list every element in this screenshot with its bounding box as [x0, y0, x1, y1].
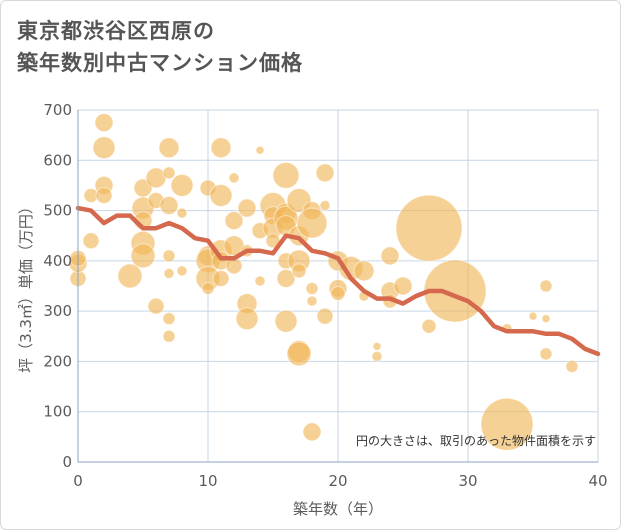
data-bubble	[302, 422, 322, 442]
data-bubble	[158, 137, 180, 159]
data-bubble	[176, 207, 188, 219]
data-bubble	[480, 397, 534, 451]
data-bubble	[528, 311, 538, 321]
y-tick-label: 200	[43, 352, 72, 370]
y-tick-label: 700	[43, 101, 72, 119]
x-tick-label: 0	[73, 472, 83, 490]
data-bubble	[330, 286, 346, 302]
data-bubble	[316, 307, 334, 325]
data-bubble	[201, 282, 215, 296]
data-bubble	[210, 137, 232, 159]
data-bubble	[237, 198, 257, 218]
data-bubble	[170, 173, 194, 197]
chart-title: 東京都渋谷区西原の 築年数別中古マンション価格	[17, 15, 303, 79]
y-tick-label: 600	[43, 151, 72, 169]
trend-line	[75, 205, 601, 357]
y-tick-label: 100	[43, 403, 72, 421]
data-bubble	[130, 243, 156, 269]
data-bubble	[541, 314, 551, 324]
y-tick-label: 400	[43, 252, 72, 270]
data-bubble	[235, 307, 259, 331]
x-tick-label: 20	[328, 472, 347, 490]
data-bubble	[209, 183, 233, 207]
data-bubble	[353, 260, 375, 282]
data-bubble	[274, 309, 298, 333]
data-bubble	[395, 194, 463, 262]
y-tick-label: 300	[43, 302, 72, 320]
data-bubble	[380, 246, 400, 266]
data-bubble	[224, 211, 244, 231]
data-bubble	[254, 275, 266, 287]
data-bubble	[372, 341, 382, 351]
data-bubble	[421, 318, 437, 334]
y-axis-label: 坪（3.3㎡）単価（万円）	[17, 199, 35, 373]
data-bubble	[371, 350, 383, 362]
y-tick-label: 500	[43, 202, 72, 220]
data-bubble	[117, 263, 143, 289]
data-bubble	[162, 249, 176, 263]
data-bubble	[159, 196, 179, 216]
data-bubble	[539, 279, 553, 293]
chart-title-line-2: 築年数別中古マンション価格	[17, 51, 303, 75]
x-tick-label: 40	[588, 472, 607, 490]
data-bubble	[255, 145, 265, 155]
data-bubble	[306, 295, 318, 307]
data-bubble	[163, 267, 175, 279]
data-bubble	[319, 200, 331, 212]
data-bubble	[147, 297, 165, 315]
bubble-size-note: 円の大きさは、取引のあった物件面積を示す	[356, 433, 596, 448]
x-axis-label: 築年数（年）	[293, 500, 383, 518]
data-bubble	[565, 359, 579, 373]
data-bubble	[272, 161, 300, 189]
data-bubble	[94, 113, 114, 133]
data-bubble	[296, 207, 328, 239]
data-bubble	[286, 341, 312, 367]
data-bubble	[95, 186, 113, 204]
data-bubble	[82, 232, 100, 250]
data-bubble	[212, 269, 230, 287]
data-bubble	[393, 276, 413, 296]
y-tick-label: 0	[62, 453, 72, 471]
data-bubble	[539, 347, 553, 361]
data-bubble	[228, 172, 240, 184]
data-bubble	[162, 312, 176, 326]
data-bubble	[92, 136, 116, 160]
data-bubble	[162, 166, 176, 180]
chart-title-line-1: 東京都渋谷区西原の	[17, 19, 215, 43]
x-tick-label: 30	[458, 472, 477, 490]
data-bubble	[276, 268, 296, 288]
data-bubble	[162, 329, 176, 343]
data-bubble	[315, 163, 335, 183]
data-bubble	[305, 282, 319, 296]
data-bubble	[291, 263, 307, 279]
data-bubble	[176, 265, 188, 277]
x-tick-label: 10	[198, 472, 217, 490]
